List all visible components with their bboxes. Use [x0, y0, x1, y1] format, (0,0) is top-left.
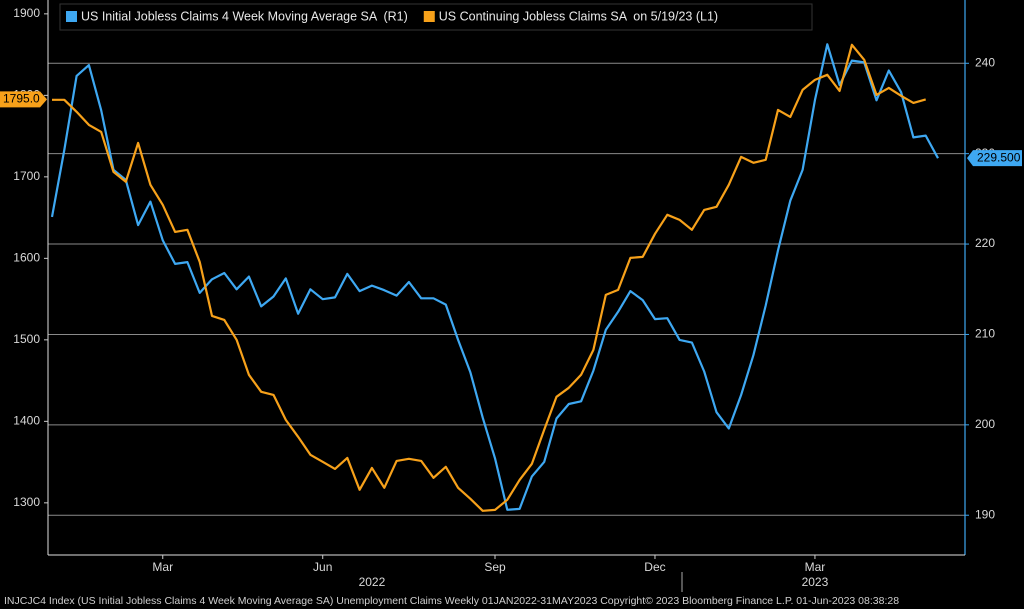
y-tick-label: 1700: [13, 169, 40, 183]
legend-label: US Initial Jobless Claims 4 Week Moving …: [81, 9, 408, 23]
x-tick-label: Mar: [805, 560, 826, 574]
grid: [48, 62, 965, 516]
x-tick-label: Sep: [484, 560, 506, 574]
y-tick-label: 1300: [13, 495, 40, 509]
y-tick-label: 1900: [13, 6, 40, 20]
legend-items: US Initial Jobless Claims 4 Week Moving …: [66, 9, 718, 23]
legend-box: [59, 3, 813, 31]
y2-tick-label: 240: [975, 55, 995, 69]
value-label: 229.500: [977, 150, 1021, 164]
legend-swatch: [423, 11, 435, 22]
legend: [59, 3, 813, 31]
value-tag: [967, 150, 1022, 167]
series-line: [50, 43, 939, 511]
y2-tick-label: 210: [975, 327, 995, 341]
footer: INJCJC4 Index (US Initial Jobless Claims…: [4, 595, 899, 607]
y2-tick-label: 200: [975, 417, 995, 431]
y-tick-label: 1500: [13, 332, 40, 346]
y-tick-label: 1400: [13, 414, 40, 428]
legend-swatch: [66, 11, 77, 22]
y2-tick-label: 220: [975, 236, 995, 250]
legend-label: US Continuing Jobless Claims SA on 5/19/…: [439, 9, 718, 23]
series-line: [52, 43, 927, 512]
x-tick-label: Jun: [313, 560, 332, 574]
y2-tick-label: 190: [975, 507, 995, 521]
year-label: 2022: [359, 575, 386, 589]
lines: [50, 43, 939, 512]
value-tag: [0, 91, 47, 108]
year-label: 2023: [802, 575, 829, 589]
x-tick-label: Mar: [152, 560, 173, 574]
x-tick-label: Dec: [644, 560, 665, 574]
labels: 1300140015001600170018001900190200210220…: [0, 6, 1022, 589]
y-tick-label: 1600: [13, 251, 40, 265]
value-label: 1795.0: [3, 92, 40, 106]
